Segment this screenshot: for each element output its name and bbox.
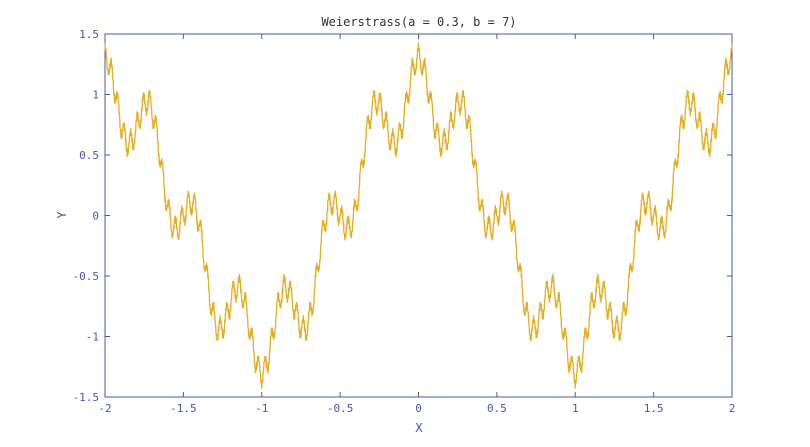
x-axis-label: X [415,421,423,435]
y-tick-label: 1 [92,89,99,102]
weierstrass-line [104,42,733,389]
y-tick-label: -0.5 [73,270,100,283]
y-tick-label: -1 [86,331,99,344]
y-axis-label: Y [55,211,69,219]
plot-frame [104,33,733,398]
y-tick-label: 1.5 [79,28,99,41]
x-tick-label: 0 [415,402,422,415]
y-tick-label: 0 [92,210,99,223]
x-tick-label: 1 [572,402,579,415]
x-tick-label: 0.5 [487,402,507,415]
x-tick-label: 1.5 [644,402,664,415]
y-tick-label: -1.5 [73,391,100,404]
x-tick-label: -0.5 [327,402,354,415]
y-axis: -1.5 -1 -0.5 0 0.5 1 1.5 [73,28,732,404]
y-tick-label: 0.5 [79,149,99,162]
chart-title: Weierstrass(a = 0.3, b = 7) [321,15,516,29]
x-axis: -2 -1.5 -1 -0.5 0 0.5 1 1.5 2 [98,34,735,415]
x-tick-label: -2 [98,402,111,415]
x-tick-label: -1.5 [170,402,197,415]
x-tick-label: -1 [255,402,268,415]
x-tick-label: 2 [729,402,736,415]
